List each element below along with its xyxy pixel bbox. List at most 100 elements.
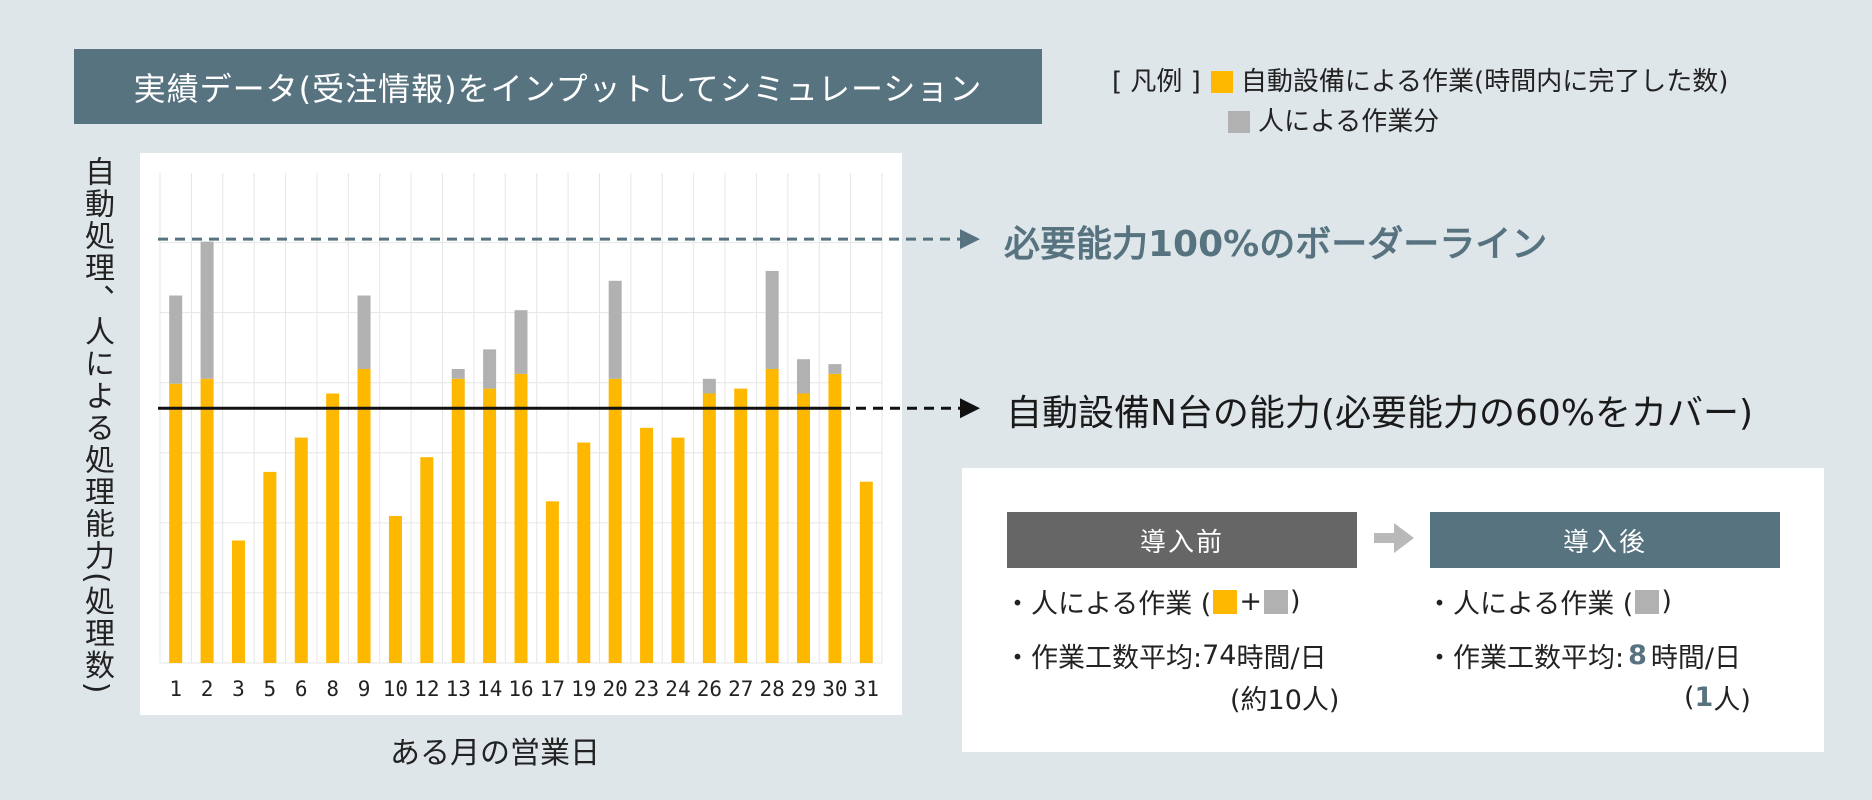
- x-tick-label: 20: [603, 677, 628, 701]
- x-tick-label: 29: [791, 677, 816, 701]
- after-people-close: 人): [1713, 685, 1751, 716]
- x-tick-label: 30: [822, 677, 847, 701]
- bar-human: [765, 271, 779, 369]
- bar-auto: [420, 457, 434, 663]
- bar-human: [702, 378, 716, 394]
- bar-auto: [263, 471, 277, 663]
- legend-swatch-human: [1228, 111, 1250, 133]
- legend-label-auto: 自動設備による作業(時間内に完了した数): [1240, 67, 1729, 97]
- before-avg-label: ・作業工数平均:: [1004, 643, 1203, 674]
- after-work-close: ): [1661, 586, 1672, 617]
- bar-auto: [671, 437, 685, 663]
- bar-human: [797, 359, 811, 394]
- bar-chart: 1 2 3 5 6 8 9 10 12 13 14 16 17 19 20 23 24 26 27 28 29 30 31: [159, 173, 883, 701]
- bar-auto: [545, 501, 559, 663]
- x-tick-label: 17: [540, 677, 565, 701]
- border-line-label: 必要能力100%のボーダーライン: [1004, 224, 1548, 266]
- bar-auto: [483, 388, 497, 663]
- x-tick-label: 10: [383, 677, 408, 701]
- bar-auto: [828, 373, 842, 663]
- x-tick-label: 8: [326, 677, 339, 701]
- after-people-open: (: [1684, 682, 1695, 713]
- before-work-label: ・人による作業 (: [1004, 589, 1212, 620]
- legend-prefix: [ 凡例 ]: [1112, 67, 1201, 97]
- before-work-close: ): [1289, 586, 1301, 617]
- x-tick-label: 27: [728, 677, 753, 701]
- legend-label-human: 人による作業分: [1258, 107, 1440, 137]
- bar-human: [169, 295, 183, 384]
- bar-auto: [608, 378, 622, 663]
- capacity-line-label: 自動設備N台の能力(必要能力の60%をカバー): [1006, 393, 1754, 435]
- x-tick-label: 19: [571, 677, 596, 701]
- bar-auto: [765, 369, 779, 663]
- arrow-right-icon: [960, 398, 980, 419]
- x-tick-label: 24: [665, 677, 690, 701]
- x-tick-label: 13: [446, 677, 471, 701]
- legend-row-auto: [ 凡例 ] 自動設備による作業(時間内に完了した数): [1112, 62, 1728, 102]
- bar-auto: [200, 378, 214, 663]
- after-people-note: ( 1 人): [1684, 678, 1751, 717]
- x-tick-label: 28: [759, 677, 784, 701]
- x-tick-label: 1: [169, 677, 182, 701]
- x-tick-label: 3: [232, 677, 245, 701]
- x-tick-label: 23: [634, 677, 659, 701]
- y-axis-label: 自動処理、人による処理能力(処理数): [79, 156, 114, 696]
- arrow-right-icon: [960, 229, 980, 250]
- before-avg-row: ・作業工数平均: 74 時間/日: [1004, 636, 1327, 675]
- gray-swatch-icon: [1263, 589, 1288, 614]
- x-tick-label: 5: [264, 677, 277, 701]
- x-tick-label: 2: [201, 677, 214, 701]
- bar-auto: [640, 427, 654, 663]
- before-work-row: ・人による作業 ( + ): [1004, 582, 1300, 621]
- legend: [ 凡例 ] 自動設備による作業(時間内に完了した数) 人による作業分: [1112, 62, 1728, 142]
- bar-human: [483, 349, 497, 389]
- after-work-label: ・人による作業 (: [1426, 589, 1634, 620]
- bar-auto: [514, 373, 528, 663]
- bar-auto: [451, 378, 465, 663]
- bar-auto: [169, 383, 183, 663]
- bar-auto: [357, 369, 371, 663]
- bar-human: [200, 241, 214, 379]
- chart-panel: 1 2 3 5 6 8 9 10 12 13 14 16 17 19 20 23 24 26 27 28 29 30 31: [140, 153, 902, 715]
- x-tick-label: 9: [358, 677, 371, 701]
- legend-row-human: 人による作業分: [1112, 102, 1728, 142]
- x-tick-label: 6: [295, 677, 308, 701]
- bar-auto: [231, 540, 245, 663]
- before-avg-unit: 時間/日: [1236, 643, 1327, 674]
- bar-auto: [294, 437, 308, 663]
- arrow-right-icon: [1374, 523, 1414, 553]
- bar-auto: [702, 393, 716, 663]
- after-people-value: 1: [1694, 682, 1714, 713]
- bar-human: [514, 310, 528, 374]
- bar-human: [357, 295, 371, 369]
- x-tick-label: 12: [414, 677, 439, 701]
- x-tick-label: 31: [854, 677, 879, 701]
- x-tick-label: 26: [697, 677, 722, 701]
- bar-auto: [326, 393, 340, 663]
- after-avg-value: 8: [1628, 640, 1647, 671]
- before-people-note: (約10人): [1230, 685, 1340, 716]
- after-header: 導入後: [1430, 512, 1780, 568]
- bar-auto: [577, 442, 591, 663]
- legend-swatch-auto: [1210, 71, 1233, 93]
- bar-human: [828, 364, 842, 374]
- bar-auto: [797, 393, 811, 663]
- after-avg-label: ・作業工数平均:: [1426, 643, 1625, 674]
- after-avg-unit: 時間/日: [1650, 643, 1742, 674]
- bar-human: [608, 280, 622, 379]
- bar-auto: [859, 481, 873, 663]
- orange-swatch-icon: [1213, 589, 1238, 614]
- before-plus: +: [1239, 586, 1262, 617]
- before-avg-value: 74: [1202, 640, 1237, 671]
- x-tick-label: 14: [477, 677, 502, 701]
- before-header: 導入前: [1007, 512, 1357, 568]
- after-work-row: ・人による作業 ( ): [1426, 582, 1672, 621]
- x-axis-label: ある月の営業日: [390, 736, 600, 771]
- after-avg-row: ・作業工数平均: 8 時間/日: [1426, 636, 1741, 675]
- before-after-panel: 導入前 導入後 ・人による作業 ( + ) ・作業工数平均: 74 時間/日 (…: [962, 468, 1824, 752]
- bar-human: [451, 369, 465, 379]
- bar-auto: [388, 516, 402, 663]
- gray-swatch-icon: [1635, 589, 1660, 614]
- chart-title: 実績データ(受注情報)をインプットしてシミュレーション: [74, 49, 1042, 124]
- bar-auto: [734, 388, 748, 663]
